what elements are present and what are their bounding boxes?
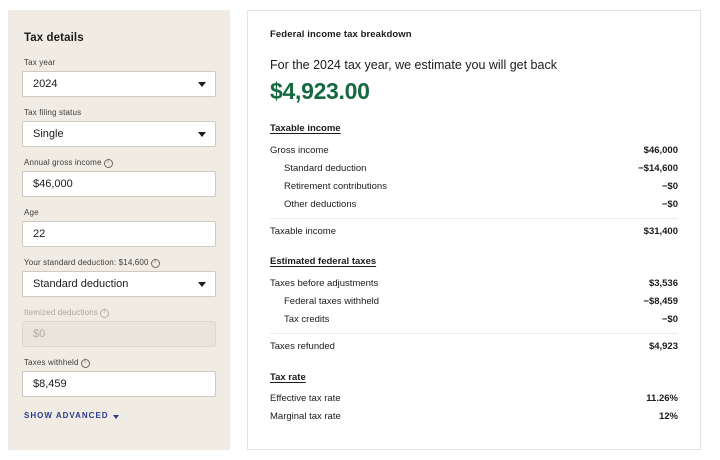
field-value: 22 xyxy=(33,228,46,240)
field-label-text: Your standard deduction: $14,600 xyxy=(24,258,149,267)
form-field: Taxes withheld $8,459 xyxy=(22,358,216,397)
select-control[interactable]: Standard deduction xyxy=(22,271,216,297)
select-control[interactable]: 2024 xyxy=(22,71,216,97)
text-input[interactable]: $46,000 xyxy=(22,171,216,197)
field-label: Taxes withheld xyxy=(24,358,216,368)
section-heading: Estimated federal taxes xyxy=(270,256,377,268)
field-label: Tax filing status xyxy=(24,108,216,117)
chevron-down-icon xyxy=(112,414,119,419)
breakdown-row: Effective tax rate 11.26% xyxy=(270,390,678,408)
breakdown-row: Taxes refunded $4,923 xyxy=(270,332,678,356)
row-value: $31,400 xyxy=(643,225,678,237)
field-label: Age xyxy=(24,208,216,217)
section-heading: Taxable income xyxy=(270,123,341,134)
field-label: Your standard deduction: $14,600 xyxy=(24,258,216,268)
field-label-text: Taxes withheld xyxy=(24,358,79,367)
row-label: Other deductions xyxy=(284,199,357,211)
field-value: Single xyxy=(33,128,64,140)
row-label: Gross income xyxy=(270,144,329,156)
breakdown-section: Tax rate Effective tax rate 11.26% Marginal… xyxy=(270,372,678,426)
row-label: Standard deduction xyxy=(284,162,367,174)
field-label-text: Tax filing status xyxy=(24,108,82,117)
breakdown-row: Taxable income $31,400 xyxy=(270,217,678,241)
breakdown-row: Tax credits −$0 xyxy=(270,311,678,329)
text-input[interactable]: $8,459 xyxy=(22,371,216,397)
field-value: $0 xyxy=(33,328,46,340)
form-field: Tax filing status Single xyxy=(22,108,216,147)
row-label: Tax credits xyxy=(284,314,330,326)
breakdown-row: Other deductions −$0 xyxy=(270,196,678,214)
form-field: Annual gross income $46,000 xyxy=(22,158,216,197)
breakdown-row: Taxes before adjustments $3,536 xyxy=(270,274,678,292)
info-icon[interactable] xyxy=(150,258,160,268)
row-label: Federal taxes withheld xyxy=(284,296,380,308)
chevron-down-icon xyxy=(198,282,206,287)
breakdown-row: Standard deduction −$14,600 xyxy=(270,159,678,177)
breakdown-row: Gross income $46,000 xyxy=(270,141,678,159)
row-value: −$8,459 xyxy=(643,296,678,308)
row-label: Taxes before adjustments xyxy=(270,277,379,289)
chevron-down-icon xyxy=(198,82,206,87)
field-label: Itemized deductions xyxy=(24,308,216,318)
field-value: 2024 xyxy=(33,78,58,90)
field-value: $46,000 xyxy=(33,178,73,190)
field-label-text: Annual gross income xyxy=(24,158,102,167)
tax-details-sidebar: Tax details Tax year 2024 Tax filing statu… xyxy=(8,10,230,450)
info-icon[interactable] xyxy=(80,358,90,368)
form-field: Age 22 xyxy=(22,208,216,247)
row-value: $4,923 xyxy=(648,340,678,352)
form-field: Tax year 2024 xyxy=(22,58,216,97)
breakdown-row: Retirement contributions −$0 xyxy=(270,177,678,195)
info-icon[interactable] xyxy=(103,158,113,168)
info-icon[interactable] xyxy=(100,308,110,318)
row-label: Marginal tax rate xyxy=(270,411,341,423)
estimate-summary-text: For the 2024 tax year, we estimate you w… xyxy=(270,58,557,72)
row-label: Retirement contributions xyxy=(284,180,387,192)
row-label: Taxable income xyxy=(270,225,337,237)
row-value: $3,536 xyxy=(648,277,678,289)
row-label: Effective tax rate xyxy=(270,393,341,405)
show-advanced-toggle[interactable]: SHOW ADVANCED xyxy=(24,411,216,420)
field-value: $8,459 xyxy=(33,378,67,390)
form-field: Your standard deduction: $14,600 Standard… xyxy=(22,258,216,297)
text-input: $0 xyxy=(22,321,216,347)
breakdown-section: Taxable income Gross income $46,000 Standar… xyxy=(270,123,678,240)
select-control[interactable]: Single xyxy=(22,121,216,147)
field-label-text: Itemized deductions xyxy=(24,308,99,317)
field-label-text: Tax year xyxy=(24,58,56,67)
tax-breakdown-panel: Federal income tax breakdown For the 202… xyxy=(247,10,701,450)
breakdown-sections: Taxable income Gross income $46,000 Standar… xyxy=(270,123,678,426)
breakdown-row: Federal taxes withheld −$8,459 xyxy=(270,293,678,311)
section-heading: Tax rate xyxy=(270,371,306,383)
chevron-down-icon xyxy=(198,132,206,137)
form-field: Itemized deductions $0 xyxy=(22,308,216,347)
row-value: 11.26% xyxy=(646,393,678,405)
row-label: Taxes refunded xyxy=(270,340,335,352)
row-value: −$0 xyxy=(661,314,678,326)
breakdown-row: Marginal tax rate 12% xyxy=(270,408,678,426)
row-value: −$0 xyxy=(661,199,678,211)
tax-details-form: Tax year 2024 Tax filing status Single Annua… xyxy=(22,58,216,397)
breakdown-section: Estimated federal taxes Taxes before adju… xyxy=(270,256,678,355)
field-label: Annual gross income xyxy=(24,158,216,168)
text-input[interactable]: 22 xyxy=(22,221,216,247)
row-value: $46,000 xyxy=(643,144,678,156)
field-label: Tax year xyxy=(24,58,216,67)
row-value: −$14,600 xyxy=(638,162,678,174)
row-value: 12% xyxy=(658,411,678,423)
show-advanced-label: SHOW ADVANCED xyxy=(24,411,109,420)
refund-amount: $4,923.00 xyxy=(270,78,370,104)
sidebar-title: Tax details xyxy=(24,32,84,44)
field-value: Standard deduction xyxy=(33,278,129,290)
row-value: −$0 xyxy=(661,180,678,192)
panel-title: Federal income tax breakdown xyxy=(270,29,412,40)
field-label-text: Age xyxy=(24,208,39,217)
